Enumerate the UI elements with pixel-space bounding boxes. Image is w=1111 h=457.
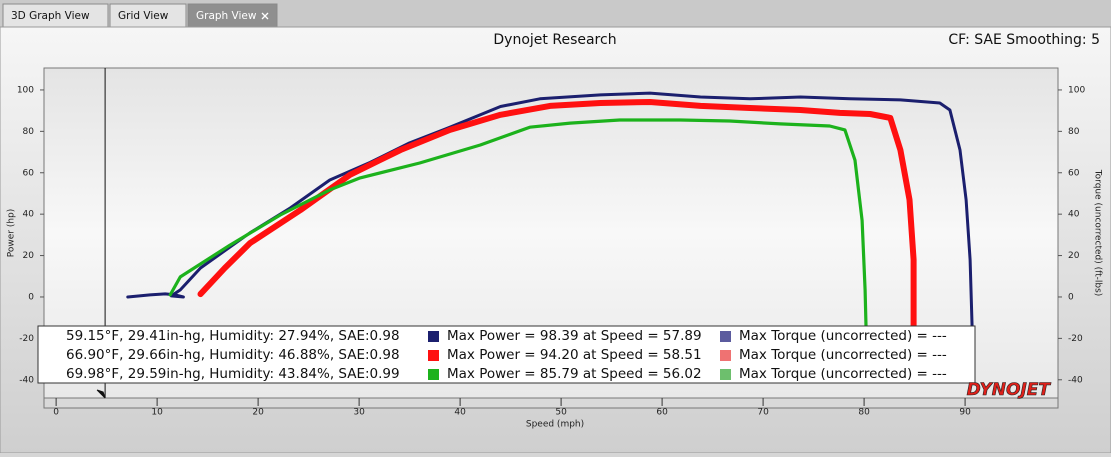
legend-conditions: 66.90°F, 29.66in-hg, Humidity: 46.88%, S… <box>66 347 400 363</box>
y2-tick-label: 100 <box>1068 85 1085 95</box>
legend-swatch <box>428 369 439 380</box>
tab-label[interactable]: Graph View <box>196 10 257 22</box>
y-tick-label: -40 <box>19 375 34 385</box>
x-tick-label: 10 <box>151 408 163 418</box>
x-tick-label: 80 <box>858 408 870 418</box>
logo: DYNOJET <box>967 380 1052 400</box>
legend-label: Max Power = 94.20 at Speed = 58.51 <box>447 347 702 363</box>
x-tick-label: 0 <box>53 408 59 418</box>
legend-torque-swatch <box>720 369 731 380</box>
legend-label: Max Power = 98.39 at Speed = 57.89 <box>447 328 702 344</box>
legend-box <box>37 325 976 384</box>
chart-title: Dynojet Research <box>493 32 616 48</box>
legend-torque-label: Max Torque (uncorrected) = --- <box>739 347 947 363</box>
x-tick-label: 40 <box>454 408 466 418</box>
power-line <box>168 118 868 332</box>
x-tick-label: 20 <box>252 408 264 418</box>
legend-swatch <box>428 350 439 361</box>
legend-torque-label: Max Torque (uncorrected) = --- <box>739 366 947 382</box>
legend-swatch <box>428 331 439 342</box>
power-line <box>197 99 917 334</box>
x-axis-label: Speed (mph) <box>526 420 584 430</box>
y2-tick-label: 80 <box>1068 127 1080 137</box>
y-tick-label: 20 <box>23 251 35 261</box>
cursor-pointer <box>96 389 106 399</box>
x-ruler <box>43 397 1059 409</box>
chart-subtitle: CF: SAE Smoothing: 5 <box>948 32 1100 48</box>
x-tick-label: 90 <box>959 408 971 418</box>
tab-close[interactable] <box>261 12 269 20</box>
y2-tick-label: 40 <box>1068 210 1080 220</box>
y-tick-label: 100 <box>17 85 34 95</box>
y-tick-label: 40 <box>23 210 35 220</box>
y2-tick-label: 0 <box>1068 292 1074 302</box>
power-line <box>126 91 974 332</box>
legend-torque-swatch <box>720 350 731 361</box>
legend-label: Max Power = 85.79 at Speed = 56.02 <box>447 366 702 382</box>
y-tick-label: 60 <box>23 168 35 178</box>
tab-label[interactable]: 3D Graph View <box>11 10 90 22</box>
y2-tick-label: -20 <box>1068 334 1083 344</box>
legend-torque-label: Max Torque (uncorrected) = --- <box>739 328 947 344</box>
y-tick-label: 80 <box>23 127 35 137</box>
y2-tick-label: 20 <box>1068 251 1080 261</box>
x-tick-label: 60 <box>656 408 668 418</box>
x-tick-label: 50 <box>555 408 567 418</box>
y2-axis-label: Torque (uncorrected) (ft-lbs) <box>1093 169 1103 297</box>
x-tick-label: 30 <box>353 408 365 418</box>
y-tick-label: 0 <box>28 292 34 302</box>
y2-tick-label: 60 <box>1068 168 1080 178</box>
legend-conditions: 69.98°F, 29.59in-hg, Humidity: 43.84%, S… <box>66 366 400 382</box>
tab-label[interactable]: Grid View <box>118 10 169 22</box>
y2-tick-label: -40 <box>1068 375 1083 385</box>
legend-conditions: 59.15°F, 29.41in-hg, Humidity: 27.94%, S… <box>66 328 400 344</box>
y-axis-label: Power (hp) <box>7 209 17 258</box>
x-tick-label: 70 <box>757 408 769 418</box>
y-tick-label: -20 <box>19 334 34 344</box>
legend-torque-swatch <box>720 331 731 342</box>
